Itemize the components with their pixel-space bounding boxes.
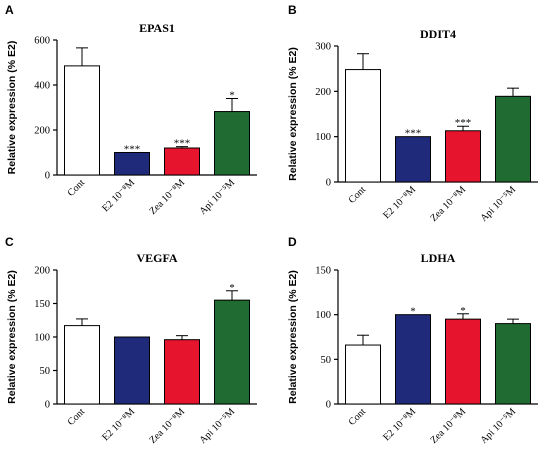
category-label: Cont	[66, 177, 88, 199]
bar	[445, 130, 481, 183]
bar	[445, 318, 481, 405]
bar	[395, 314, 431, 405]
category-label: Cont	[66, 406, 88, 428]
y-tick-label: 400	[34, 81, 50, 92]
y-axis-label: Relative expression (% E2)	[6, 41, 18, 175]
chart-panel-c: C VEGFA 0 50 100 150 200 Relative expression (%…	[5, 235, 257, 446]
category-label: E2 10⁻⁸M	[100, 406, 137, 443]
category-label: Cont	[347, 184, 369, 206]
significance-mark: *	[229, 90, 235, 102]
chart-panel-b: B DDIT4 0 100 200 300 Relative expression (% E…	[287, 3, 538, 224]
y-tick-label: 100	[34, 333, 50, 344]
bar	[164, 147, 200, 176]
bar	[164, 339, 200, 405]
y-tick-label: 150	[34, 299, 50, 310]
y-tick-label: 0	[45, 171, 50, 182]
category-label: Api 10⁻⁵M	[478, 184, 518, 224]
panel-letter: A	[5, 3, 14, 17]
y-tick-label: 200	[315, 87, 331, 98]
bar	[495, 323, 531, 405]
category-label: Api 10⁻⁵M	[478, 406, 518, 446]
y-tick-label: 0	[326, 178, 331, 189]
significance-mark: ***	[405, 128, 422, 140]
significance-mark: ***	[455, 117, 472, 129]
bar	[495, 95, 531, 183]
chart-title: VEGFA	[136, 251, 177, 265]
category-label: Api 10⁻⁵M	[197, 177, 237, 217]
significance-mark: ***	[174, 138, 191, 150]
bar	[114, 336, 150, 405]
significance-mark: ***	[124, 144, 141, 156]
panel-letter: D	[288, 235, 297, 249]
category-label: Zea 10⁻⁸M	[147, 406, 187, 446]
bar	[214, 299, 250, 405]
category-label: E2 10⁻⁸M	[100, 177, 137, 214]
y-axis-label: Relative expression (% E2)	[287, 270, 299, 404]
chart-title: EPAS1	[139, 21, 175, 35]
bar	[64, 325, 100, 405]
significance-mark: *	[460, 305, 466, 317]
bar	[214, 111, 250, 176]
y-tick-label: 200	[34, 266, 50, 277]
y-tick-label: 600	[34, 36, 50, 47]
bar	[395, 136, 431, 183]
significance-mark: *	[229, 282, 235, 294]
y-tick-label: 100	[315, 310, 331, 321]
bar	[345, 344, 381, 405]
y-axis-label: Relative expression (% E2)	[6, 270, 18, 404]
significance-mark: *	[410, 306, 416, 318]
panel-letter: B	[288, 3, 297, 17]
bar	[345, 69, 381, 183]
chart-panel-d: D LDHA 0 50 100 150 Relative expression (% E2)…	[287, 235, 538, 446]
category-label: Zea 10⁻⁸M	[428, 184, 468, 224]
category-label: Zea 10⁻⁸M	[428, 406, 468, 446]
bar	[64, 65, 100, 176]
y-tick-label: 50	[321, 355, 332, 366]
y-tick-label: 300	[315, 42, 331, 53]
chart-title: LDHA	[421, 251, 456, 265]
y-tick-label: 100	[315, 132, 331, 143]
category-label: Api 10⁻⁵M	[197, 406, 237, 446]
category-label: Cont	[347, 406, 369, 428]
chart-title: DDIT4	[420, 27, 456, 41]
chart-panel-a: A EPAS1 0 200 400 600 Relative expression (% E…	[5, 3, 257, 217]
y-tick-label: 200	[34, 126, 50, 137]
bar	[114, 152, 150, 176]
category-label: Zea 10⁻⁸M	[147, 177, 187, 217]
y-axis-label: Relative expression (% E2)	[287, 47, 299, 181]
y-tick-label: 0	[45, 400, 50, 411]
category-label: E2 10⁻⁸M	[381, 406, 418, 443]
y-tick-label: 150	[315, 266, 331, 277]
y-tick-label: 50	[40, 366, 51, 377]
y-tick-label: 0	[326, 400, 331, 411]
category-label: E2 10⁻⁸M	[381, 184, 418, 221]
panel-letter: C	[5, 235, 14, 249]
